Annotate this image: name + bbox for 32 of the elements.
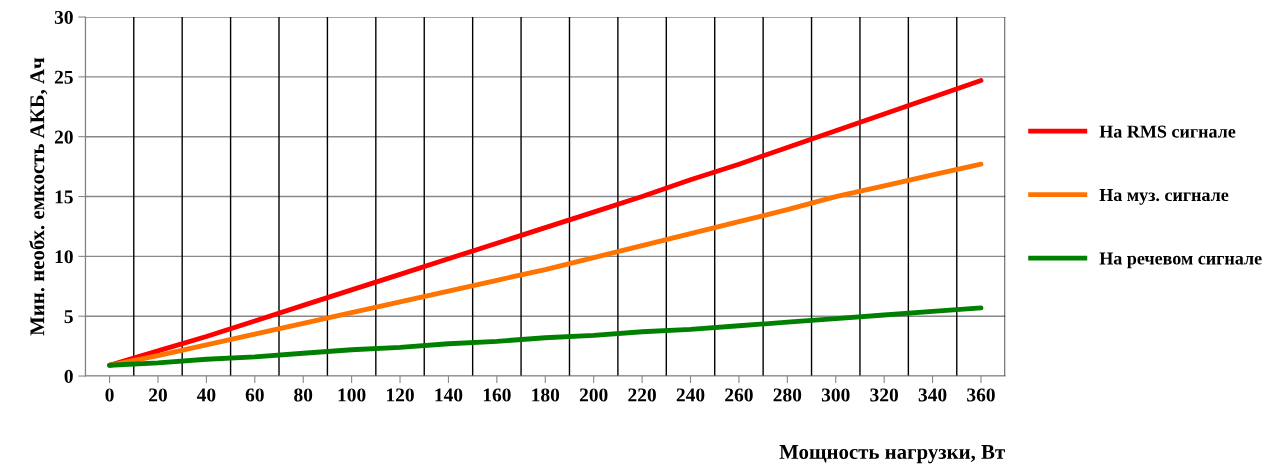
y-tick-label: 30 bbox=[54, 10, 73, 24]
x-tick-label: 360 bbox=[967, 388, 995, 402]
x-axis-title: Мощность нагрузки, Вт bbox=[779, 445, 1005, 464]
y-tick-label: 5 bbox=[64, 310, 73, 324]
x-tick-label: 120 bbox=[387, 388, 414, 402]
legend-label: На RMS сигнале bbox=[1099, 125, 1236, 138]
y-tick-label: 0 bbox=[64, 369, 73, 383]
y-tick-label: 10 bbox=[55, 250, 73, 264]
x-tick-label: 340 bbox=[918, 388, 947, 402]
x-tick-label: 40 bbox=[196, 388, 216, 402]
x-tick-label: 60 bbox=[245, 388, 264, 402]
x-tick-label: 240 bbox=[676, 388, 705, 402]
x-tick-label: 160 bbox=[483, 388, 511, 402]
x-tick-label: 100 bbox=[338, 388, 366, 402]
x-tick-label: 180 bbox=[532, 388, 560, 402]
legend-label: На речевом сигнале bbox=[1099, 252, 1262, 269]
x-tick-label: 80 bbox=[294, 388, 313, 402]
y-axis-title: Мин. необх. емкость АКБ, Ач bbox=[29, 57, 48, 336]
y-tick-label: 25 bbox=[54, 70, 73, 84]
x-tick-label: 260 bbox=[725, 388, 753, 402]
y-tick-label: 20 bbox=[54, 130, 73, 144]
x-tick-label: 200 bbox=[579, 388, 608, 402]
x-tick-label: 320 bbox=[870, 388, 898, 402]
y-tick-label: 15 bbox=[55, 190, 73, 204]
x-tick-label: 0 bbox=[105, 388, 114, 402]
x-tick-label: 220 bbox=[628, 388, 656, 402]
x-tick-label: 20 bbox=[149, 388, 167, 402]
line-series bbox=[107, 305, 984, 368]
x-tick-label: 280 bbox=[773, 388, 802, 402]
x-tick-label: 300 bbox=[821, 388, 850, 402]
x-tick-label: 140 bbox=[435, 388, 463, 402]
legend-label: На муз. сигнале bbox=[1099, 189, 1229, 205]
